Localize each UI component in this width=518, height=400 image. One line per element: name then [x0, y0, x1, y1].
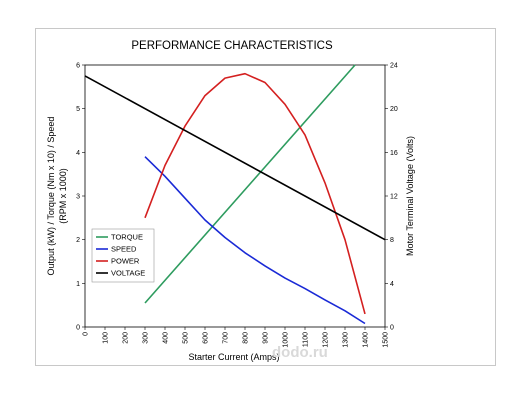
x-tick-label: 1500: [383, 332, 390, 348]
legend-label: SPEED: [111, 245, 137, 254]
x-tick-label: 100: [103, 332, 110, 344]
voltage-line: [84, 75, 386, 241]
torque-line: [144, 64, 356, 304]
left-tick-label: 5: [76, 106, 80, 113]
chart-title: PERFORMANCE CHARACTERISTICS: [131, 40, 333, 52]
x-tick-label: 900: [263, 332, 270, 344]
right-tick-label: 8: [390, 237, 394, 244]
left-axis-label-line2: (RPM x 1000): [58, 168, 68, 224]
x-axis-label: Starter Current (Amps): [188, 352, 279, 362]
x-tick-label: 1200: [323, 332, 330, 348]
x-tick-label: 1000: [283, 332, 290, 348]
left-tick-label: 6: [76, 63, 80, 70]
legend-label: POWER: [111, 257, 140, 266]
right-axis-label: Motor Terminal Voltage (Volts): [405, 136, 415, 256]
power-line: [144, 72, 366, 315]
x-tick-label: 600: [203, 332, 210, 344]
x-tick-label: 1300: [343, 332, 350, 348]
left-axis-label-line1: Output (kW) / Torque (Nm x 10) / Speed: [46, 117, 56, 276]
x-tick-label: 1100: [303, 332, 310, 347]
right-tick-label: 20: [390, 106, 398, 113]
x-tick-label: 1400: [363, 332, 370, 348]
x-tick-label: 0: [83, 332, 90, 336]
left-tick-label: 3: [76, 194, 80, 201]
x-tick-label: 200: [123, 332, 130, 344]
right-tick-label: 4: [390, 281, 394, 288]
right-tick-label: 16: [390, 150, 398, 157]
left-tick-label: 2: [76, 237, 80, 244]
right-tick-label: 24: [390, 63, 398, 70]
x-tick-label: 300: [143, 332, 150, 344]
right-tick-label: 0: [390, 325, 394, 332]
watermark: dodo.ru: [272, 344, 328, 361]
legend-label: VOLTAGE: [111, 269, 145, 278]
x-tick-label: 400: [163, 332, 170, 344]
x-tick-label: 700: [223, 332, 230, 344]
right-tick-label: 12: [390, 194, 398, 201]
legend-label: TORQUE: [111, 233, 143, 242]
left-tick-label: 0: [76, 325, 80, 332]
x-tick-label: 500: [183, 332, 190, 344]
left-tick-label: 4: [76, 150, 80, 157]
plot-area: [84, 64, 386, 328]
x-tick-label: 800: [243, 332, 250, 344]
chart-frame: [35, 28, 496, 366]
speed-line: [144, 156, 366, 325]
left-tick-label: 1: [76, 281, 80, 288]
